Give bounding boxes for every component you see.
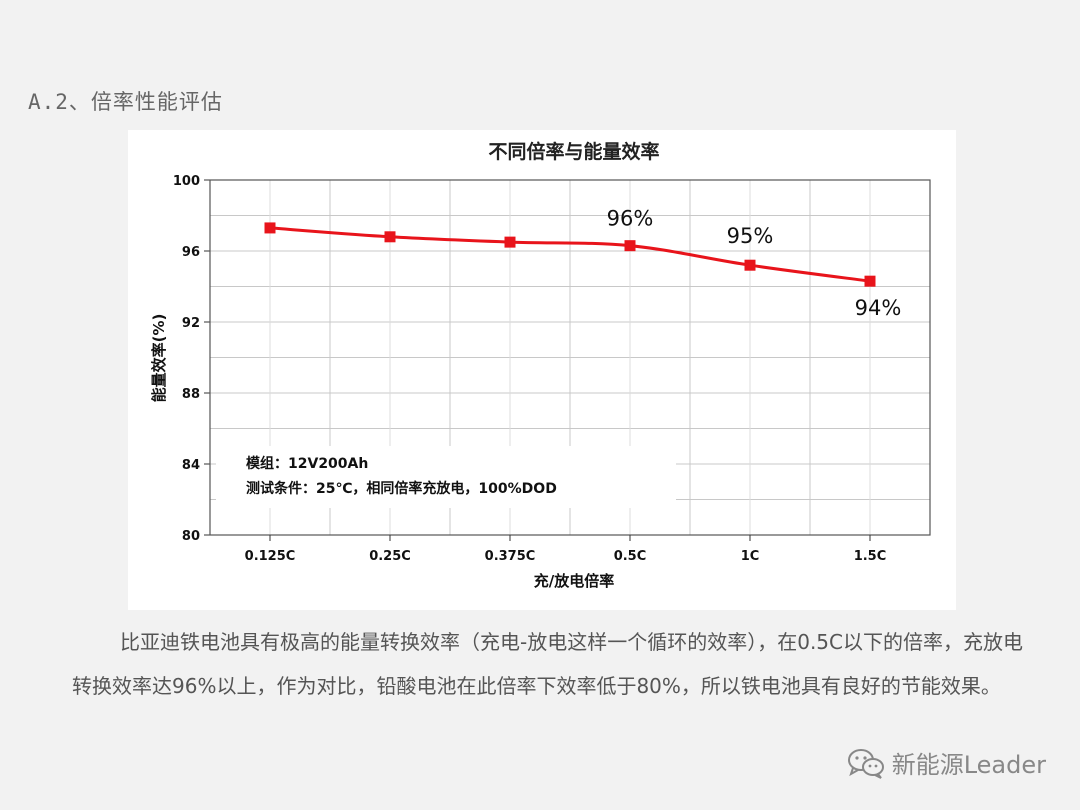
data-point xyxy=(504,236,516,248)
data-label: 94% xyxy=(855,296,902,320)
watermark-text: 新能源Leader xyxy=(891,751,1046,779)
y-tick-label: 80 xyxy=(182,529,200,544)
body-paragraph: 比亚迪铁电池具有极高的能量转换效率（充电-放电这样一个循环的效率），在0.5C以… xyxy=(72,630,1023,698)
axis-layer: 100 96 92 88 84 80 0.125C 0.25C 0.375C 0.5C 1C 1.5C xyxy=(173,174,931,564)
y-tick-label: 92 xyxy=(182,316,200,331)
plot-frame xyxy=(209,179,931,536)
watermark: 新能源Leader xyxy=(846,745,1046,780)
wechat-icon xyxy=(847,748,884,779)
annotation-line-1: 模组：12V200Ah xyxy=(246,455,368,472)
series-layer: 96% 95% 94% xyxy=(264,207,902,320)
series-line xyxy=(269,226,871,283)
y-tick-label: 100 xyxy=(173,174,200,189)
efficiency-chart: 不同倍率与能量效率 模组：12V200Ah 测试条件：25℃，相同倍率充放电，1… xyxy=(150,140,931,590)
chart-card: 不同倍率与能量效率 模组：12V200Ah 测试条件：25℃，相同倍率充放电，1… xyxy=(128,130,956,610)
x-tick-label: 1C xyxy=(741,549,760,564)
data-point xyxy=(384,231,396,243)
data-point xyxy=(744,259,756,271)
y-tick-label: 96 xyxy=(182,245,200,260)
section-heading: A.2、倍率性能评估 xyxy=(28,90,223,114)
data-label: 96% xyxy=(607,207,654,231)
y-tick-label: 84 xyxy=(182,458,200,473)
x-axis-label: 充/放电倍率 xyxy=(534,572,614,590)
x-tick-label: 1.5C xyxy=(854,549,887,564)
data-point xyxy=(624,240,636,252)
annotation-line-2: 测试条件：25℃，相同倍率充放电，100%DOD xyxy=(246,480,557,497)
x-tick-label: 0.25C xyxy=(369,549,411,564)
y-tick-label: 88 xyxy=(182,387,200,402)
x-tick-label: 0.5C xyxy=(614,549,647,564)
x-tick-label: 0.375C xyxy=(485,549,536,564)
x-tick-label: 0.125C xyxy=(245,549,296,564)
chart-title: 不同倍率与能量效率 xyxy=(488,140,659,163)
y-axis-label: 能量效率(%) xyxy=(150,314,168,403)
data-label: 95% xyxy=(727,224,774,248)
annotation-box: 模组：12V200Ah 测试条件：25℃，相同倍率充放电，100%DOD xyxy=(216,446,676,508)
data-point xyxy=(264,222,276,234)
data-point xyxy=(864,275,876,287)
